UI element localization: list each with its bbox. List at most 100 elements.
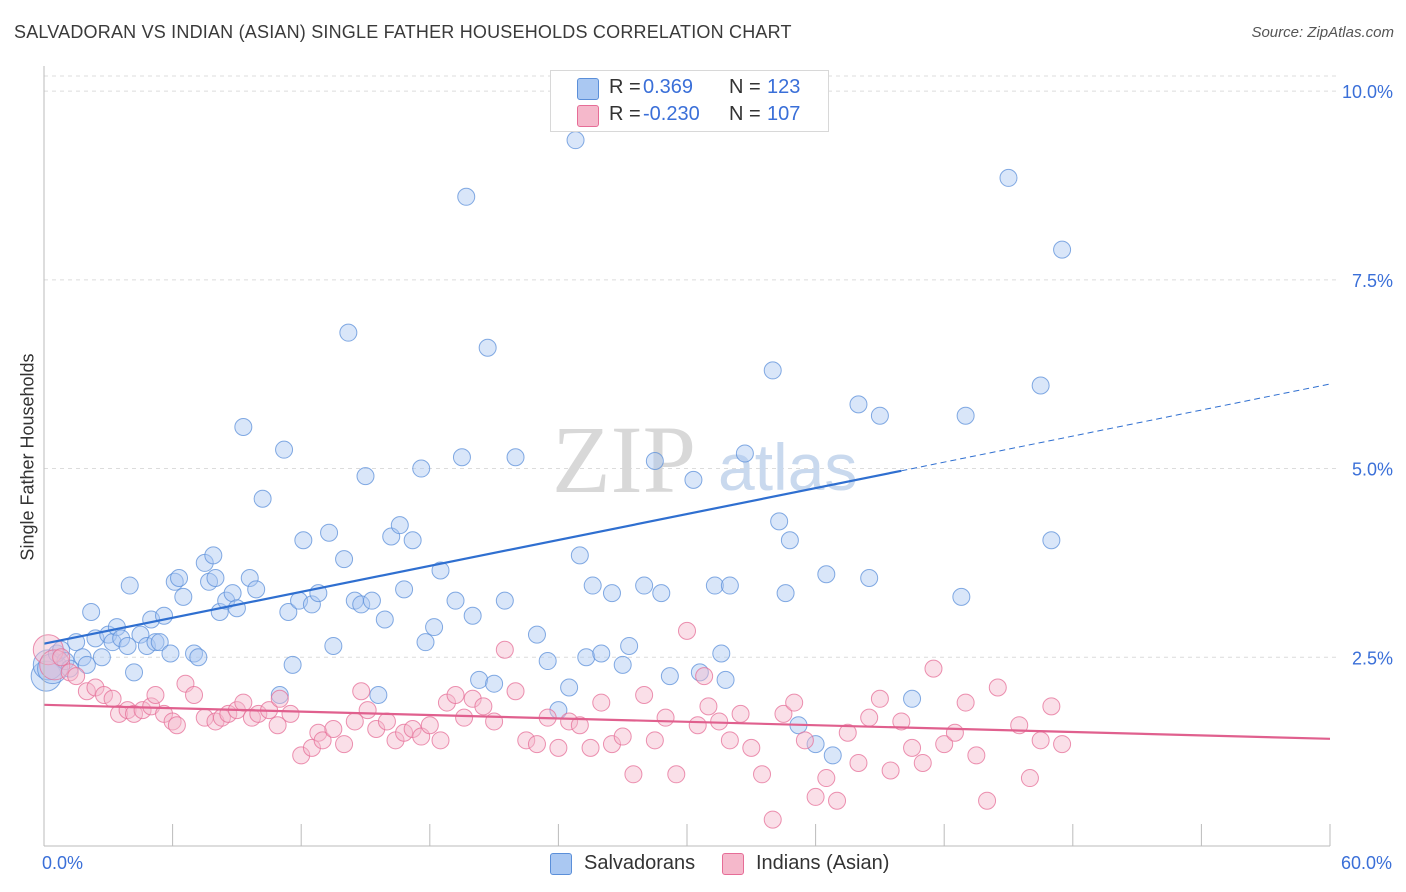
y-axis-label: Single Father Households xyxy=(17,353,38,561)
point-1-51 xyxy=(455,708,474,727)
point-1-7 xyxy=(95,686,114,705)
trend-line-0 xyxy=(43,469,902,645)
point-0-119 xyxy=(1053,240,1072,259)
data-points xyxy=(30,131,1072,829)
point-0-80 xyxy=(538,652,557,671)
point-0-34 xyxy=(204,546,223,565)
legend-label-indians: Indians (Asian) xyxy=(756,852,890,874)
trend-lines xyxy=(43,383,1331,740)
point-0-91 xyxy=(635,576,654,595)
point-1-2 xyxy=(52,648,71,667)
point-1-102 xyxy=(988,678,1007,697)
legend-n-label: N = xyxy=(729,103,761,125)
point-1-53 xyxy=(474,697,493,716)
point-1-1 xyxy=(39,649,71,681)
point-0-85 xyxy=(577,648,596,667)
x-axis-min-label: 0.0% xyxy=(42,853,84,873)
point-0-99 xyxy=(716,670,735,689)
legend-n-value: 107 xyxy=(767,103,801,125)
point-0-114 xyxy=(952,587,971,606)
point-0-73 xyxy=(463,606,482,625)
point-1-71 xyxy=(667,765,686,784)
legend-r-value: -0.230 xyxy=(643,103,700,125)
point-0-60 xyxy=(369,686,388,705)
point-0-44 xyxy=(270,686,289,705)
point-0-101 xyxy=(735,444,754,463)
point-1-98 xyxy=(945,723,964,742)
point-1-19 xyxy=(185,686,204,705)
legend-swatch-indians xyxy=(722,853,744,875)
point-1-62 xyxy=(570,716,589,735)
point-1-78 xyxy=(731,704,750,723)
point-1-107 xyxy=(1053,735,1072,754)
point-1-65 xyxy=(602,735,621,754)
point-0-58 xyxy=(356,467,375,486)
y-tick-label-1: 5.0% xyxy=(1352,460,1393,480)
point-0-19 xyxy=(125,663,144,682)
point-0-46 xyxy=(279,602,298,621)
y-tick-label-0: 2.5% xyxy=(1352,648,1393,668)
point-0-89 xyxy=(613,655,632,674)
point-1-88 xyxy=(838,723,857,742)
point-0-107 xyxy=(806,735,825,754)
point-1-58 xyxy=(527,735,546,754)
chart-title: SALVADORAN VS INDIAN (ASIAN) SINGLE FATH… xyxy=(14,22,792,42)
point-0-35 xyxy=(206,569,225,588)
series-1 xyxy=(32,621,1072,829)
point-0-53 xyxy=(324,636,343,655)
point-0-63 xyxy=(390,516,409,535)
point-0-45 xyxy=(275,440,294,459)
point-0-83 xyxy=(566,131,585,150)
point-1-105 xyxy=(1031,731,1050,750)
point-1-79 xyxy=(742,738,761,757)
legend-n-value: 123 xyxy=(767,76,801,98)
point-0-65 xyxy=(403,531,422,550)
point-1-69 xyxy=(645,731,664,750)
point-0-37 xyxy=(217,591,236,610)
point-1-36 xyxy=(324,719,343,738)
point-1-55 xyxy=(495,640,514,659)
point-1-44 xyxy=(395,723,414,742)
point-1-29 xyxy=(268,716,287,735)
point-1-67 xyxy=(624,765,643,784)
point-1-61 xyxy=(560,712,579,731)
point-1-14 xyxy=(146,686,165,705)
point-1-101 xyxy=(978,791,997,810)
point-1-41 xyxy=(367,719,386,738)
point-0-90 xyxy=(620,636,639,655)
point-1-75 xyxy=(699,697,718,716)
point-1-96 xyxy=(924,659,943,678)
point-1-64 xyxy=(592,693,611,712)
point-0-105 xyxy=(780,531,799,550)
point-1-8 xyxy=(103,689,122,708)
trend-line-extension-0 xyxy=(901,383,1331,472)
point-1-77 xyxy=(720,731,739,750)
point-1-63 xyxy=(581,738,600,757)
point-1-56 xyxy=(506,682,525,701)
point-0-95 xyxy=(684,470,703,489)
point-1-73 xyxy=(688,716,707,735)
point-0-47 xyxy=(283,655,302,674)
point-0-113 xyxy=(903,689,922,708)
point-1-47 xyxy=(420,716,439,735)
point-0-10 xyxy=(82,602,101,621)
point-0-70 xyxy=(446,591,465,610)
grid-lines xyxy=(44,75,1340,658)
point-1-94 xyxy=(903,738,922,757)
point-0-20 xyxy=(131,625,150,644)
point-0-16 xyxy=(112,629,131,648)
point-1-85 xyxy=(806,787,825,806)
point-1-31 xyxy=(281,704,300,723)
point-0-31 xyxy=(189,648,208,667)
point-1-74 xyxy=(695,667,714,686)
watermark: ZIP atlas xyxy=(552,406,857,513)
point-1-4 xyxy=(67,667,86,686)
point-0-79 xyxy=(527,625,546,644)
y-tick-label-3: 10.0% xyxy=(1342,82,1393,102)
trend-line-1 xyxy=(43,703,1331,740)
point-0-43 xyxy=(253,489,272,508)
point-1-40 xyxy=(358,701,377,720)
point-1-81 xyxy=(763,810,782,829)
point-0-64 xyxy=(395,580,414,599)
point-0-9 xyxy=(77,655,96,674)
